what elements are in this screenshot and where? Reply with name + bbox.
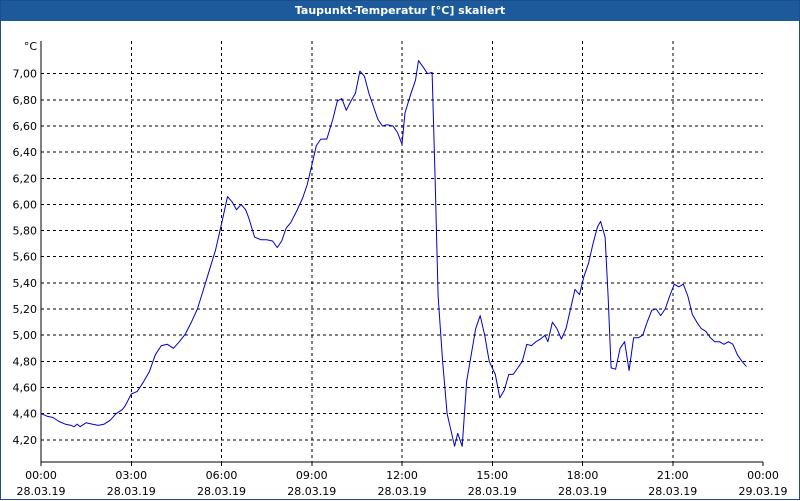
x-tick-time: 12:00 <box>386 469 418 482</box>
y-tick-label: 6,20 <box>13 172 38 185</box>
tick-labels: 4,20 4,40 4,60 4,80 5,00 5,20 5,40 5,60 5,80 6,00… <box>13 40 788 498</box>
y-tick-label: 5,20 <box>13 303 38 316</box>
chart-title: Taupunkt-Temperatur [°C] skaliert <box>1 1 799 21</box>
x-tick-time: 03:00 <box>115 469 147 482</box>
y-tick-label: 6,00 <box>13 198 38 211</box>
y-tick-label: 6,80 <box>13 94 38 107</box>
series <box>40 60 747 447</box>
x-tick-date: 28.03.19 <box>378 485 427 498</box>
y-tick-label: 5,60 <box>13 251 38 264</box>
x-tick-date: 28.03.19 <box>558 485 607 498</box>
y-unit-label: °C <box>24 40 38 53</box>
x-tick-date: 28.03.19 <box>197 485 246 498</box>
x-tick-date: 28.03.19 <box>468 485 517 498</box>
y-tick-label: 6,60 <box>13 120 38 133</box>
x-tick-date: 28.03.19 <box>107 485 156 498</box>
x-tick-time: 18:00 <box>567 469 599 482</box>
series-line <box>40 60 747 447</box>
y-tick-label: 4,20 <box>13 434 38 447</box>
x-tick-time: 21:00 <box>657 469 689 482</box>
x-tick-date: 28.03.19 <box>17 485 66 498</box>
grid <box>41 41 763 462</box>
y-tick-label: 6,40 <box>13 146 38 159</box>
x-tick-time: 00:00 <box>747 469 779 482</box>
x-tick-time: 09:00 <box>296 469 328 482</box>
axes <box>40 41 764 466</box>
y-tick-label: 4,40 <box>13 408 38 421</box>
y-tick-label: 7,00 <box>13 68 38 81</box>
x-tick-date: 29.03.19 <box>739 485 788 498</box>
y-tick-label: 4,80 <box>13 355 38 368</box>
x-tick-time: 00:00 <box>25 469 57 482</box>
x-tick-time: 15:00 <box>476 469 508 482</box>
y-tick-label: 5,00 <box>13 329 38 342</box>
x-tick-date: 28.03.19 <box>287 485 336 498</box>
x-tick-time: 06:00 <box>206 469 238 482</box>
y-tick-label: 5,40 <box>13 277 38 290</box>
y-tick-label: 4,60 <box>13 381 38 394</box>
x-tick-date: 28.03.19 <box>648 485 697 498</box>
y-tick-label: 5,80 <box>13 225 38 238</box>
